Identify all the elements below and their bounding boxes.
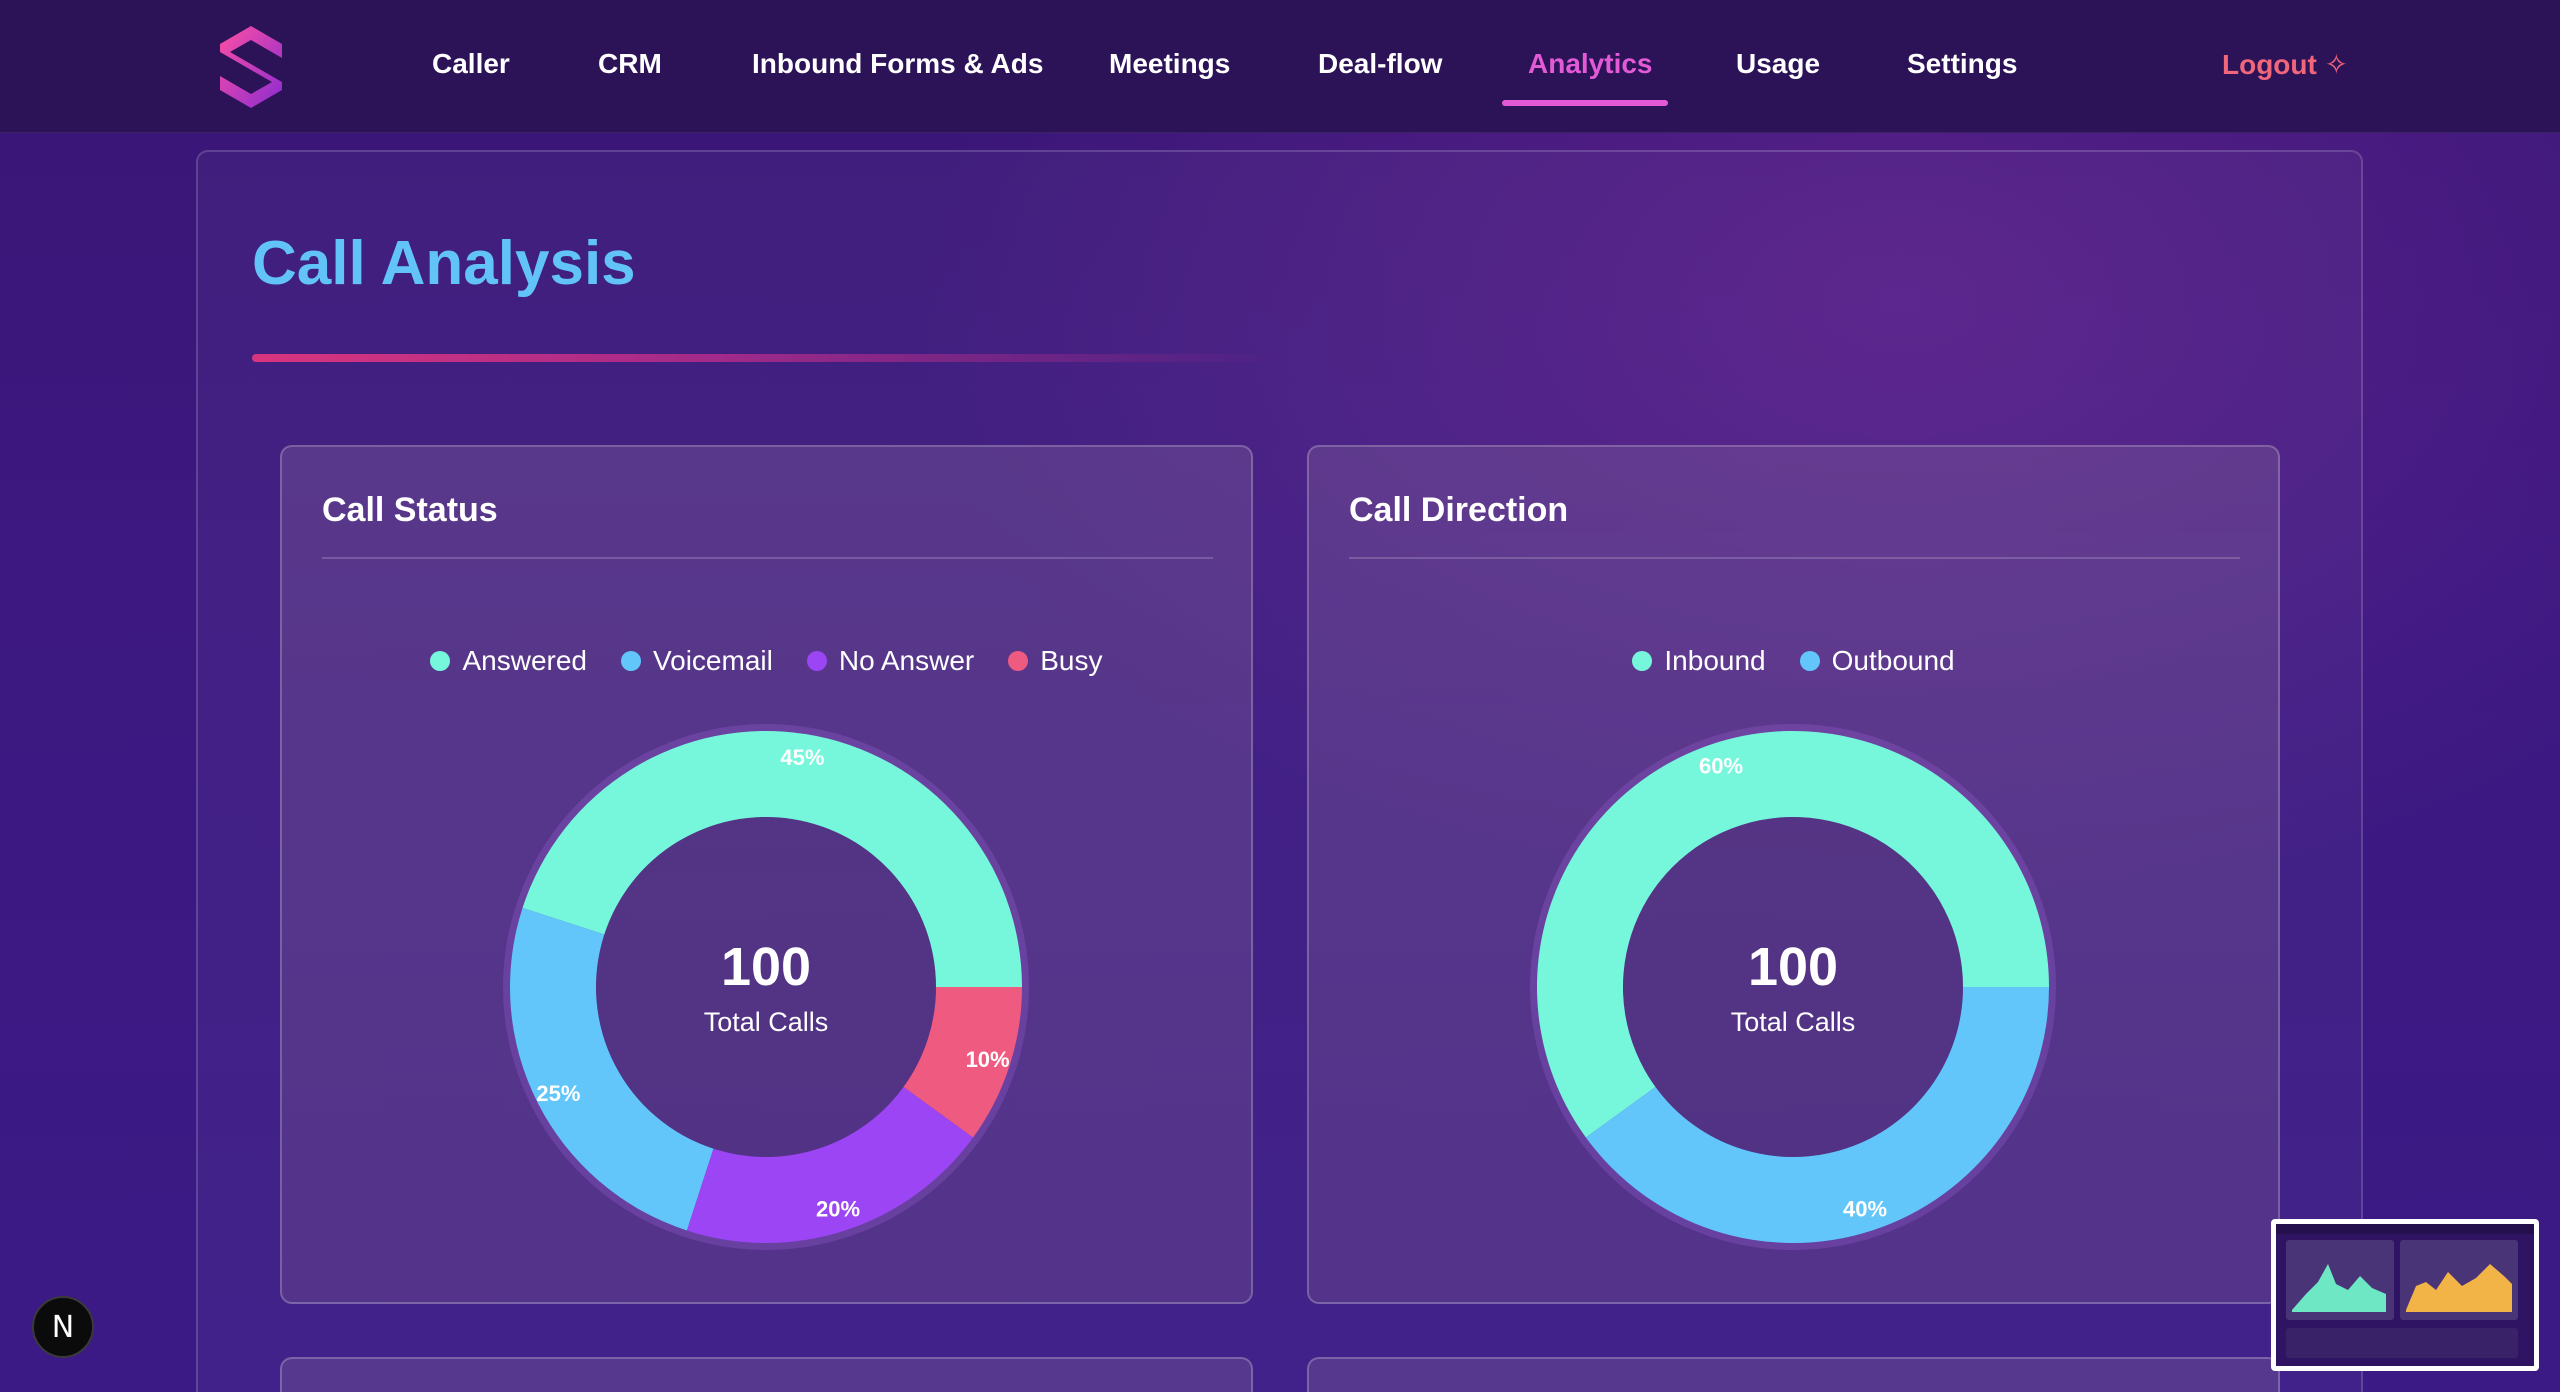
call-direction-panel: Call Direction Inbound Outbound 60% 40% 10…	[1307, 445, 2280, 1304]
lower-panel-right	[1307, 1357, 2280, 1392]
top-navigation: Caller CRM Inbound Forms & Ads Meetings …	[0, 0, 2560, 133]
total-calls-value: 100	[1748, 937, 1838, 997]
slice-label-no-answer: 20%	[816, 1197, 860, 1222]
slice-label-voicemail: 25%	[536, 1081, 580, 1106]
nav-deal-flow[interactable]: Deal-flow	[1318, 48, 1443, 79]
donut-slice-inbound[interactable]	[1537, 730, 2049, 1138]
legend-dot-icon	[1008, 651, 1029, 671]
donut-slice-voicemail[interactable]	[510, 907, 714, 1231]
preview-image	[2276, 1224, 2534, 1358]
legend-item-no-answer[interactable]: No Answer	[806, 645, 975, 677]
donut-slice-answered[interactable]	[522, 731, 1022, 987]
legend-label: Busy	[1040, 645, 1103, 676]
slice-label-answered: 45%	[780, 745, 824, 770]
nav-caller[interactable]: Caller	[432, 48, 510, 79]
legend-label: Answered	[462, 645, 587, 676]
panel-title: Call Direction	[1349, 491, 1569, 529]
legend-label: Voicemail	[653, 645, 773, 676]
screen-preview-thumbnail[interactable]	[2271, 1219, 2539, 1371]
panel-divider	[1349, 557, 2240, 559]
donut-slice-no-answer[interactable]	[686, 1086, 974, 1243]
legend-label: Inbound	[1664, 645, 1766, 676]
slice-label-outbound: 40%	[1843, 1197, 1887, 1222]
nav-inbound-forms-ads[interactable]: Inbound Forms & Ads	[752, 48, 1044, 79]
legend-item-answered[interactable]: Answered	[430, 645, 587, 677]
donut-center	[1623, 817, 1963, 1157]
nextjs-dev-badge[interactable]: N	[32, 1296, 94, 1358]
donut-center	[596, 817, 936, 1157]
slice-label-inbound: 60%	[1699, 753, 1743, 778]
panel-title: Call Status	[322, 491, 498, 529]
slice-label-busy: 10%	[966, 1047, 1010, 1072]
legend-dot-icon	[806, 651, 827, 671]
call-status-donut-chart: 45% 25% 20% 10% 100 Total Calls	[503, 724, 1029, 1250]
chart-legend: Answered Voicemail No Answer Busy	[282, 645, 1251, 677]
donut-slice-outbound[interactable]	[1585, 987, 2049, 1243]
legend-dot-icon	[430, 651, 451, 671]
legend-item-busy[interactable]: Busy	[1008, 645, 1103, 677]
page-title: Call Analysis	[252, 229, 636, 298]
chart-legend: Inbound Outbound	[1309, 645, 2278, 677]
legend-item-inbound[interactable]: Inbound	[1632, 645, 1766, 677]
call-status-panel: Call Status Answered Voicemail No Answer…	[280, 445, 1253, 1304]
nav-crm[interactable]: CRM	[598, 48, 662, 79]
call-direction-donut-chart: 60% 40% 100 Total Calls	[1530, 724, 2056, 1250]
total-calls-label: Total Calls	[1731, 1007, 1856, 1037]
legend-label: Outbound	[1831, 645, 1955, 676]
nav-analytics[interactable]: Analytics	[1528, 48, 1653, 79]
legend-dot-icon	[1632, 651, 1653, 671]
logout-button[interactable]: Logout ✧	[2222, 49, 2349, 80]
s-logo-icon[interactable]	[216, 24, 286, 110]
lower-panel-left	[280, 1357, 1253, 1392]
legend-label: No Answer	[838, 645, 975, 676]
main-content-card	[196, 150, 2363, 1392]
total-calls-label: Total Calls	[704, 1007, 829, 1037]
legend-item-voicemail[interactable]: Voicemail	[621, 645, 773, 677]
donut-slice-busy[interactable]	[903, 987, 1022, 1138]
active-tab-indicator	[1502, 100, 1668, 106]
title-underline	[252, 354, 1282, 362]
total-calls-value: 100	[721, 937, 811, 997]
legend-item-outbound[interactable]: Outbound	[1799, 645, 1955, 677]
nav-settings[interactable]: Settings	[1907, 48, 2018, 79]
legend-dot-icon	[1799, 651, 1820, 671]
panel-divider	[322, 557, 1213, 559]
nav-usage[interactable]: Usage	[1736, 48, 1821, 79]
legend-dot-icon	[621, 651, 641, 671]
nav-meetings[interactable]: Meetings	[1109, 48, 1231, 79]
